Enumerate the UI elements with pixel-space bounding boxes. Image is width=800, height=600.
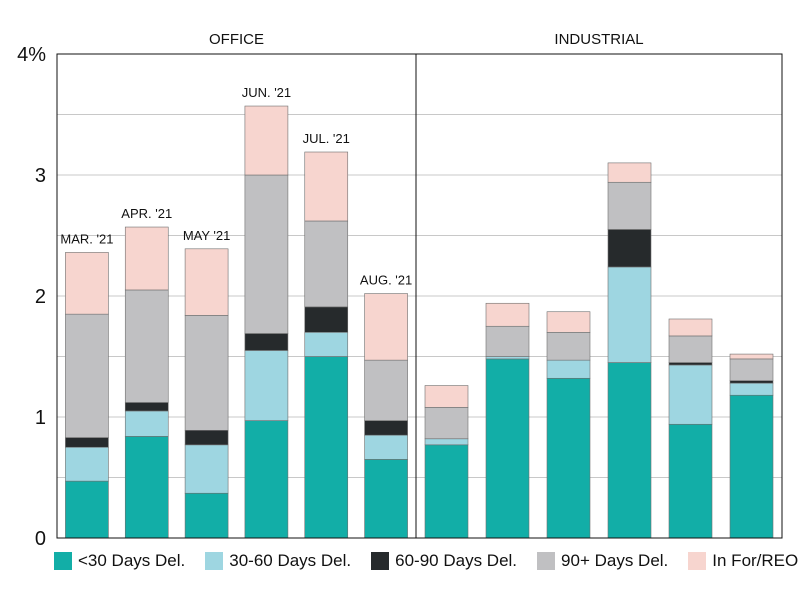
legend-item: 60-90 Days Del. <box>371 551 517 571</box>
bar-segment-d90plus <box>124 289 169 403</box>
bar-segment-d60_90 <box>607 229 652 268</box>
bar-label: JUN. '21 <box>242 85 291 100</box>
bar-label: AUG. '21 <box>360 273 412 288</box>
bar-segment-lt30 <box>124 436 169 539</box>
bars <box>65 105 774 539</box>
bar-label: APR. '21 <box>121 206 172 221</box>
bar-segment-d90plus <box>65 313 109 438</box>
bar-segment-lt30 <box>668 423 713 539</box>
bar-segment-lt30 <box>546 377 591 539</box>
legend-label: 60-90 Days Del. <box>395 551 518 570</box>
bar-segment-d90plus <box>546 331 591 361</box>
plot-border <box>56 53 783 539</box>
bar-segment-lt30 <box>607 362 652 539</box>
bar-segment-d90plus <box>607 181 652 230</box>
legend-item: <30 Days Del. <box>54 551 185 571</box>
legend-swatch <box>688 552 707 570</box>
bar-segment-d90plus <box>304 220 349 308</box>
plot-frame <box>56 53 783 539</box>
bar-labels: MAR. '21 APR. '21 MAY '21 JUN. '21 JUL. '21 A… <box>60 85 412 288</box>
legend-swatch <box>537 552 556 570</box>
legend-label: 30-60 Days Del. <box>229 551 352 570</box>
panel-titles: OFFICE INDUSTRIAL <box>209 31 644 48</box>
bar-segment-inFor <box>364 293 408 361</box>
bar-segment-lt30 <box>65 480 109 539</box>
y-tick-label: 0 <box>35 528 46 550</box>
bar-segment-inFor <box>546 311 591 333</box>
bar-segment-d60_90 <box>668 362 713 366</box>
bar-segment-inFor <box>244 105 289 176</box>
bar-segment-d90plus <box>184 315 229 431</box>
bar-segment-d60_90 <box>184 430 229 446</box>
bar-segment-d30_60 <box>546 359 591 379</box>
bar-segment-inFor <box>485 302 530 327</box>
legend-label: <30 Days Del. <box>78 551 186 570</box>
bar-segment-d60_90 <box>304 306 349 333</box>
y-tick-label: 3 <box>35 165 46 187</box>
bar-segment-d30_60 <box>668 364 713 425</box>
bar-segment-d60_90 <box>65 437 109 448</box>
bar-segment-d30_60 <box>244 350 289 421</box>
bar-segment-inFor <box>607 162 652 183</box>
bar-segment-d90plus <box>668 335 713 363</box>
bar-segment-d60_90 <box>364 420 408 436</box>
legend-swatch <box>205 552 224 570</box>
legend-label: In For/REO <box>712 551 799 570</box>
y-tick-label: 2 <box>35 286 46 308</box>
bar-segment-lt30 <box>729 394 774 539</box>
bar-label: MAY '21 <box>183 228 231 243</box>
legend-item: 30-60 Days Del. <box>205 551 351 571</box>
bar-segment-inFor <box>424 385 469 408</box>
bar-segment-inFor <box>729 353 774 360</box>
y-axis: 0 1 2 3 4% <box>17 44 46 550</box>
bar-segment-d60_90 <box>124 402 169 412</box>
bar-segment-d30_60 <box>124 410 169 437</box>
gridlines <box>57 114 782 478</box>
legend-item: In For/REO <box>688 551 798 571</box>
bar-segment-d60_90 <box>244 333 289 351</box>
bar-segment-d90plus <box>364 359 408 421</box>
bar-segment-d90plus <box>729 358 774 382</box>
bar-segment-d30_60 <box>65 446 109 482</box>
bar-segment-inFor <box>124 226 169 291</box>
legend-swatch <box>371 552 390 570</box>
bar-label: JUL. '21 <box>303 131 350 146</box>
bar-segment-lt30 <box>485 358 530 539</box>
bar-segment-lt30 <box>244 420 289 539</box>
bar-segment-inFor <box>65 252 109 315</box>
bar-segment-inFor <box>304 151 349 222</box>
bar-segment-d30_60 <box>364 434 408 460</box>
bar-segment-lt30 <box>304 356 349 539</box>
legend-item: 90+ Days Del. <box>537 551 668 571</box>
bar-segment-d90plus <box>485 325 530 357</box>
bar-segment-d30_60 <box>424 438 469 446</box>
legend-label: 90+ Days Del. <box>561 551 669 570</box>
bar-label: MAR. '21 <box>60 231 113 246</box>
bar-segment-lt30 <box>424 444 469 539</box>
legend-swatch <box>54 552 72 570</box>
bar-segment-lt30 <box>364 459 408 539</box>
bar-segment-lt30 <box>184 492 229 539</box>
bar-segment-d60_90 <box>729 380 774 384</box>
bar-segment-d90plus <box>424 407 469 440</box>
bar-segment-inFor <box>184 248 229 316</box>
bar-segment-d30_60 <box>607 266 652 363</box>
y-tick-label: 4% <box>17 44 46 66</box>
y-tick-label: 1 <box>35 407 46 429</box>
bar-segment-d30_60 <box>485 356 530 360</box>
bar-segment-inFor <box>668 318 713 337</box>
bar-segment-d90plus <box>244 174 289 334</box>
panel-title: OFFICE <box>209 31 264 48</box>
bar-segment-d30_60 <box>304 331 349 357</box>
bar-segment-d30_60 <box>729 382 774 396</box>
panel-title: INDUSTRIAL <box>554 31 643 48</box>
legend: <30 Days Del. 30-60 Days Del. 60-90 Days D… <box>54 548 798 574</box>
bar-segment-d30_60 <box>184 444 229 494</box>
